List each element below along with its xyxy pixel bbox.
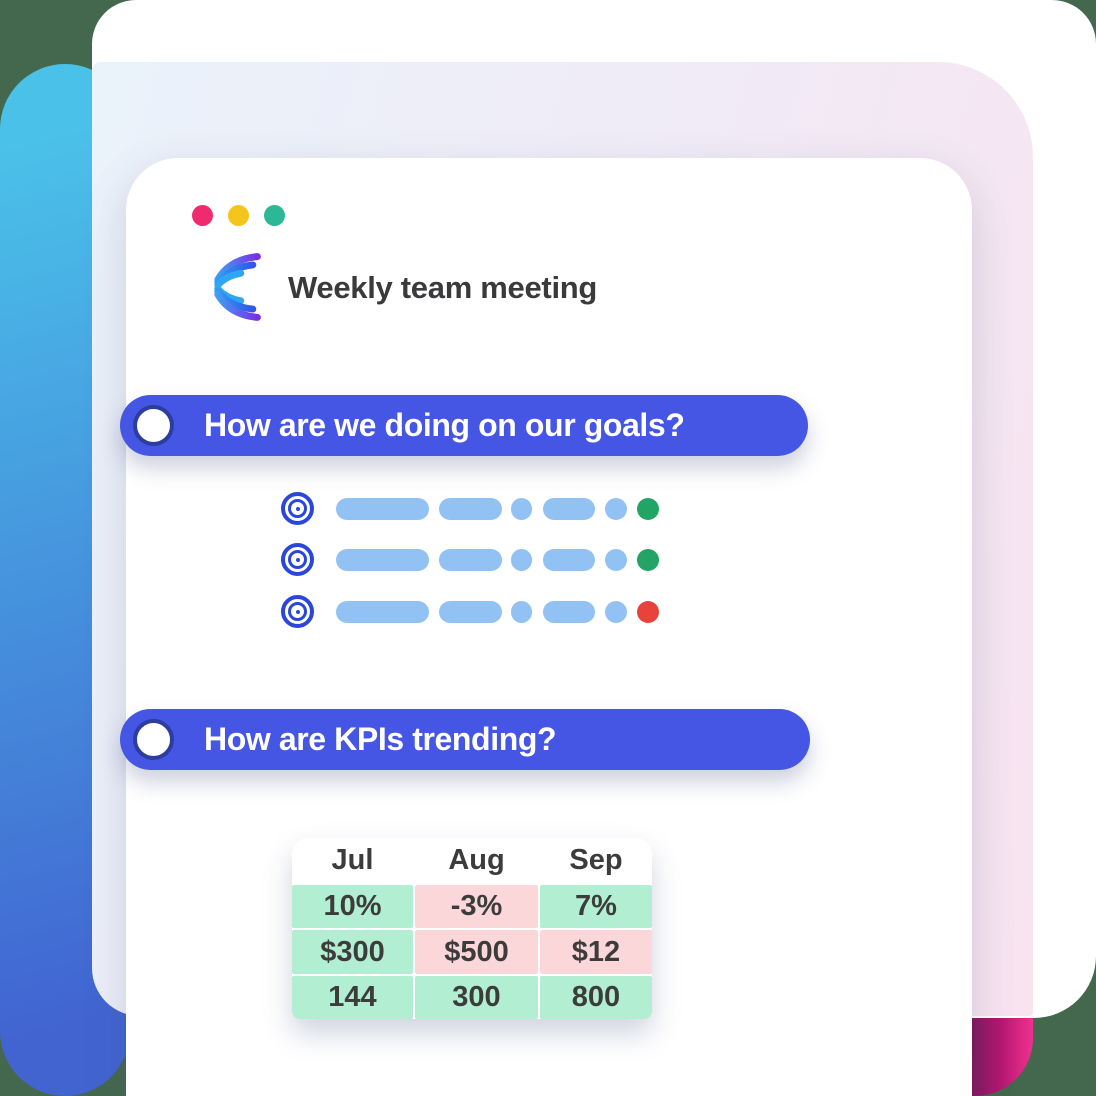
kpi-cell: 144 — [292, 976, 413, 1019]
skeleton-bar — [605, 548, 627, 571]
kpis-question: How are KPIs trending? — [204, 721, 557, 757]
kpi-table-header: Jul — [292, 838, 413, 883]
goal-row — [281, 543, 659, 576]
kpi-cell: $500 — [415, 930, 538, 974]
kpi-cell: 10% — [292, 885, 413, 928]
window-dot-pink[interactable] — [192, 205, 213, 226]
skeleton-bar — [543, 600, 595, 623]
skeleton-bar — [336, 600, 429, 623]
swirl-logo-icon — [214, 253, 261, 321]
skeleton-bar — [336, 497, 429, 520]
skeleton-bar — [511, 548, 532, 571]
skeleton-bar — [439, 600, 502, 623]
skeleton-bar — [605, 497, 627, 520]
goals-question: How are we doing on our goals? — [204, 407, 685, 443]
target-icon — [281, 492, 314, 525]
goal-row — [281, 595, 659, 628]
target-icon — [281, 595, 314, 628]
kpi-table-header: Aug — [415, 838, 538, 883]
kpi-cell: $300 — [292, 930, 413, 974]
kpi-cell: 800 — [540, 976, 652, 1019]
kpi-table: Jul Aug Sep 10% -3% 7% $300 $500 $12 144… — [292, 838, 652, 1019]
kpis-checkbox[interactable] — [133, 719, 174, 760]
goal-row — [281, 492, 659, 525]
target-icon — [281, 543, 314, 576]
window-dot-teal[interactable] — [264, 205, 285, 226]
skeleton-bar — [543, 497, 595, 520]
agenda-item-kpis[interactable]: How are KPIs trending? — [120, 709, 810, 770]
kpi-cell: $12 — [540, 930, 652, 974]
agenda-item-goals[interactable]: How are we doing on our goals? — [120, 395, 808, 456]
skeleton-bar — [439, 548, 502, 571]
skeleton-bar — [605, 600, 627, 623]
meeting-title: Weekly team meeting — [288, 270, 598, 305]
skeleton-bar — [439, 497, 502, 520]
goal-status-dot — [637, 600, 659, 623]
app-logo — [211, 252, 267, 322]
skeleton-bar — [511, 600, 532, 623]
skeleton-bar — [511, 497, 532, 520]
kpi-cell: -3% — [415, 885, 538, 928]
kpi-table-header: Sep — [540, 838, 652, 883]
goal-status-dot — [637, 497, 659, 520]
kpi-cell: 300 — [415, 976, 538, 1019]
goal-status-dot — [637, 548, 659, 571]
goals-checkbox[interactable] — [133, 405, 174, 446]
skeleton-bar — [543, 548, 595, 571]
window-dot-yellow[interactable] — [228, 205, 249, 226]
skeleton-bar — [336, 548, 429, 571]
kpi-cell: 7% — [540, 885, 652, 928]
